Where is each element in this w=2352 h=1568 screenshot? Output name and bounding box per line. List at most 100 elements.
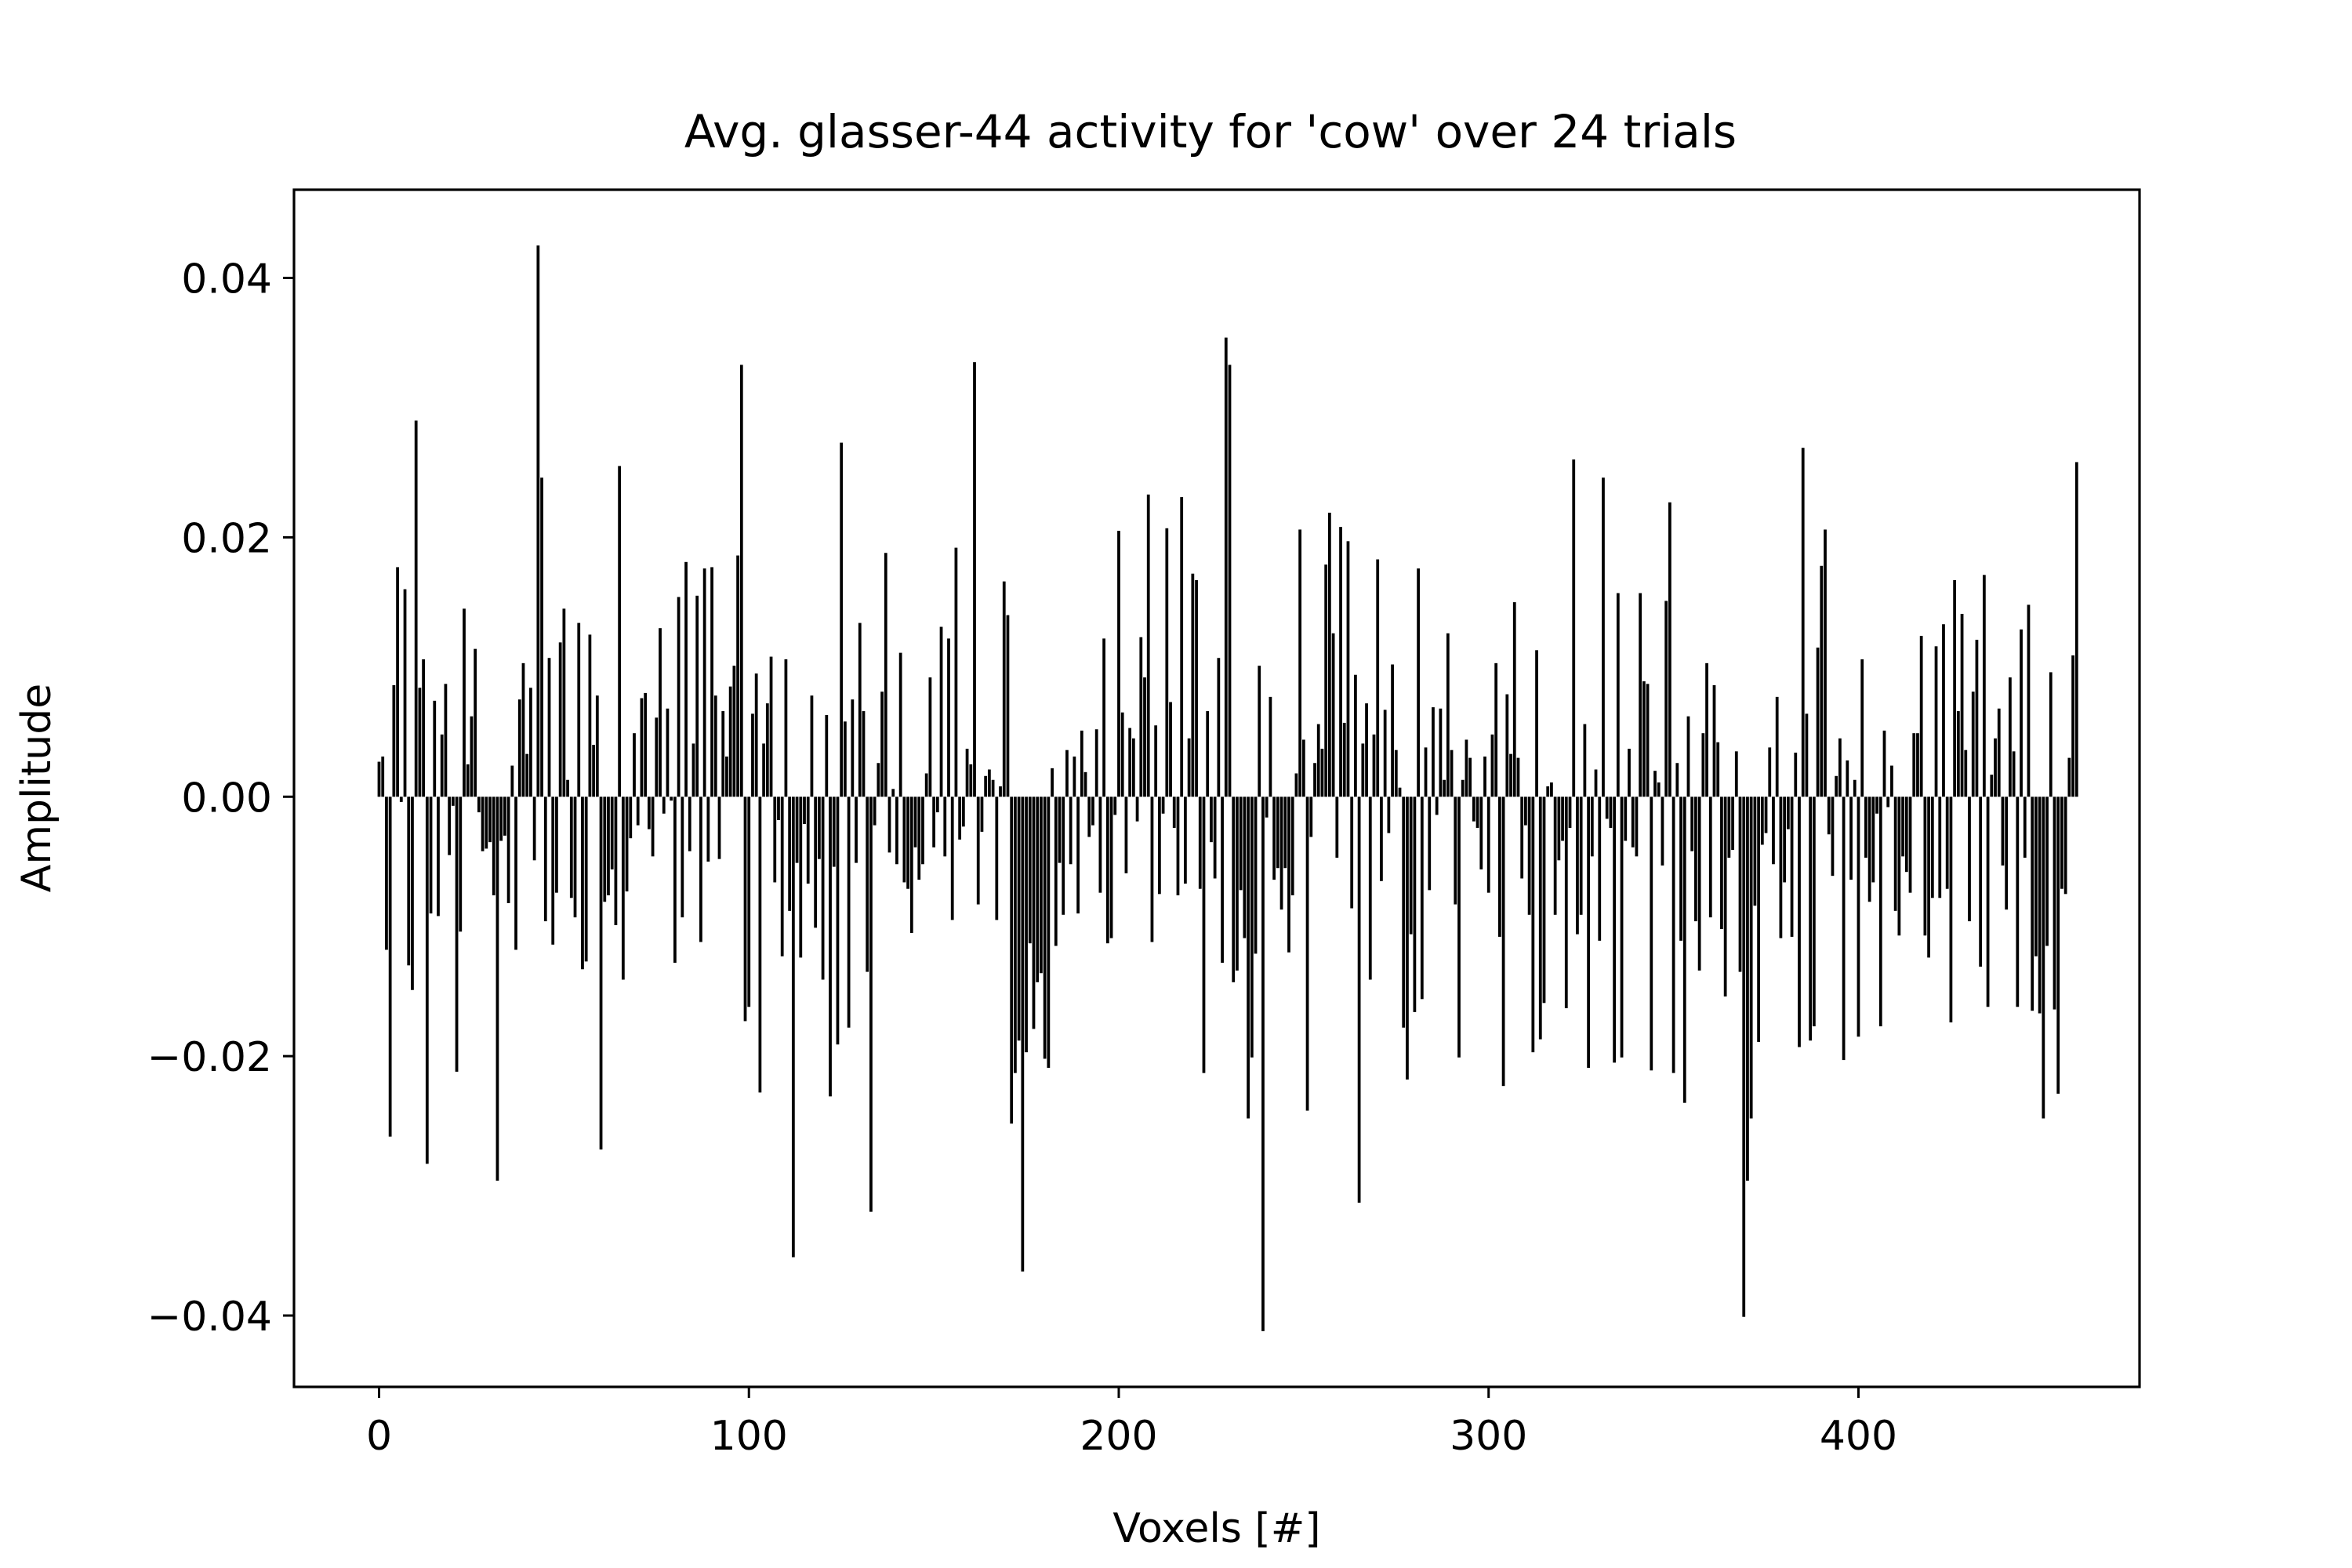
bar [751,713,754,797]
bar [1671,797,1675,1073]
bar [1542,797,1546,1004]
bar [1738,797,1742,972]
bar [721,711,725,797]
bar [1387,797,1391,833]
x-tick-label: 400 [1820,1413,1897,1460]
bar [543,797,547,922]
bar [1043,797,1047,1059]
bar [1835,775,1838,797]
bar [1520,797,1524,879]
bar [1117,531,1120,797]
bar [1021,797,1025,1272]
bar [902,797,906,883]
bar [1454,797,1457,905]
bar [758,797,762,1093]
bar [1723,797,1727,997]
bar [517,699,521,797]
bar [1908,797,1912,893]
bar [1176,797,1180,895]
bar [984,775,988,797]
bar [1283,797,1287,869]
bar [840,442,844,797]
bar [1206,711,1210,797]
bar [463,608,466,797]
bar [1494,662,1498,797]
bar [1161,797,1165,814]
bar [670,797,673,801]
bar [610,797,614,869]
bar [566,779,569,797]
bar [1716,742,1720,797]
bar [510,765,514,797]
bar [1975,640,1979,797]
x-tick-label: 200 [1080,1413,1157,1460]
bar [1065,750,1069,797]
bar [1942,624,1945,797]
bar [1734,751,1738,797]
bar [1875,797,1878,814]
bar [1675,763,1679,797]
bar [1457,797,1461,1058]
bar [906,797,909,889]
bar [713,695,717,797]
bar [1690,797,1694,851]
bar [1535,650,1538,797]
bar [1613,797,1617,1063]
bar [673,797,677,964]
x-tick-label: 100 [710,1413,788,1460]
bar [913,797,917,848]
bar [1327,512,1331,797]
bar [1073,756,1076,797]
bar [1576,797,1579,935]
bar [877,763,880,797]
bar [1964,750,1968,797]
bar [1686,716,1690,797]
bar [1276,797,1279,869]
bar [440,734,444,797]
y-tick-label: 0.04 [181,256,272,303]
bar [1036,797,1040,982]
bar [795,797,799,863]
bar [1768,747,1772,797]
bar [1342,722,1346,797]
bar [607,797,610,895]
bar [633,733,636,797]
bar [2001,797,2005,866]
bar [470,716,474,797]
bar [1139,637,1143,797]
bar [1657,782,1661,797]
bar [1760,797,1764,845]
bar [1443,779,1446,797]
bar [558,642,562,797]
bar [739,365,743,797]
bar [1172,797,1176,828]
bar [1409,797,1413,935]
bar [1475,797,1479,828]
bar [1594,769,1598,797]
bar [1598,797,1602,941]
bar [1986,797,1990,1007]
bar [1587,797,1590,1069]
bar [1705,662,1708,797]
bar [1979,797,1983,967]
bar [459,797,463,932]
bar [455,797,459,1072]
bar [1720,797,1723,929]
bar [1083,771,1087,797]
bar [1461,779,1465,797]
bar [1468,757,1472,797]
bar [1368,797,1372,980]
bar [1960,613,1964,797]
bar [529,688,532,797]
bar [2012,751,2016,797]
bar [743,797,747,1022]
bar [1838,738,1842,797]
bar [1301,739,1305,797]
bar [695,595,699,797]
x-tick-label: 0 [366,1413,392,1460]
bar [677,597,681,797]
bar [1849,797,1853,880]
bar [1498,797,1501,937]
bar [847,797,851,1028]
bar [717,797,721,859]
